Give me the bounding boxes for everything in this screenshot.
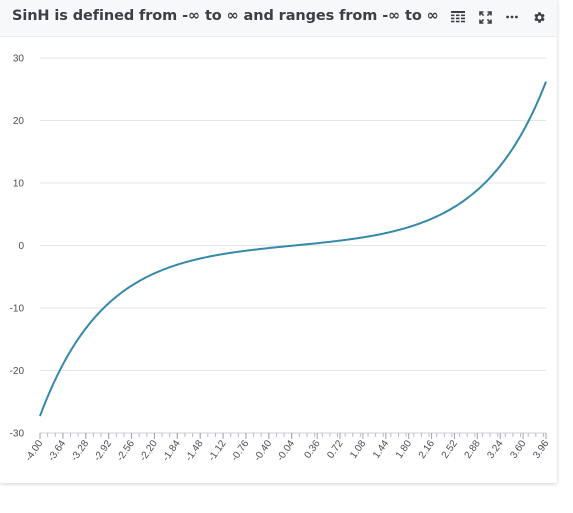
- chart-area: 30 20 10 0 -10 -20 -30 -4.00 -3.64 -3.28 -2.92 -2.…: [0, 37, 557, 483]
- y-tick-label: 0: [18, 241, 24, 252]
- sinh-data-point: [361, 235, 365, 239]
- x-tick-label: 2.52: [440, 438, 460, 461]
- x-tick-label: 1.44: [371, 438, 391, 461]
- sinh-data-point: [475, 188, 479, 192]
- sinh-data-point: [521, 129, 525, 133]
- sinh-data-point: [290, 244, 294, 248]
- x-tick-label: 3.96: [531, 438, 551, 461]
- fullscreen-icon[interactable]: [477, 9, 493, 25]
- x-tick-label: 3.24: [486, 438, 506, 461]
- more-options-icon[interactable]: [504, 9, 520, 25]
- sinh-data-point: [384, 231, 388, 235]
- sinh-data-point: [544, 80, 548, 84]
- sinh-data-point: [221, 252, 225, 256]
- sinh-data-point: [430, 217, 434, 221]
- x-tick-label: -0.04: [275, 438, 297, 463]
- sinh-data-point: [175, 263, 179, 267]
- x-tick-label: -1.12: [206, 438, 228, 463]
- sinh-data-point: [267, 246, 271, 250]
- sinh-data-point: [38, 414, 42, 418]
- sinh-data-point: [107, 301, 111, 305]
- y-tick-label: -10: [10, 304, 25, 315]
- x-tick-label: -3.64: [46, 438, 68, 463]
- x-tick-label: -0.76: [229, 438, 251, 463]
- y-tick-label: -20: [10, 366, 25, 377]
- x-tick-label: -0.40: [252, 438, 274, 463]
- sinh-data-point: [198, 257, 202, 261]
- sinh-data-point: [338, 239, 342, 243]
- y-tick-label: 20: [13, 116, 25, 127]
- x-tick-label: -4.00: [23, 438, 45, 463]
- sinh-data-point: [84, 326, 88, 330]
- x-tick-label: -1.84: [161, 438, 183, 463]
- chart-title: SinH is defined from -∞ to ∞ and ranges …: [12, 8, 439, 24]
- x-tick-label: 2.16: [417, 438, 437, 461]
- x-tick-label: -3.28: [69, 438, 91, 463]
- settings-gear-icon[interactable]: [531, 9, 547, 25]
- x-tick-label: 1.08: [348, 438, 368, 461]
- x-tick-label: 1.80: [394, 438, 414, 461]
- sinh-data-point: [498, 164, 502, 168]
- x-tick-label: -1.48: [184, 438, 206, 463]
- sinh-data-point: [244, 249, 248, 253]
- sinh-data-point: [152, 271, 156, 275]
- x-tick-label: 0.36: [302, 438, 322, 461]
- x-tick-label: -2.56: [115, 438, 137, 463]
- y-tick-label: -30: [10, 429, 25, 440]
- sinh-data-point: [315, 241, 319, 245]
- x-tick-label: 3.60: [508, 438, 528, 461]
- chart-card: SinH is defined from -∞ to ∞ and ranges …: [0, 0, 557, 483]
- sinh-data-point: [452, 205, 456, 209]
- x-tick-label: 2.88: [463, 438, 483, 461]
- table-view-icon[interactable]: [450, 9, 466, 25]
- y-tick-label: 10: [13, 179, 25, 190]
- x-tick-label: -2.20: [138, 438, 160, 463]
- chart-header: SinH is defined from -∞ to ∞ and ranges …: [0, 0, 557, 37]
- sinh-data-point: [407, 225, 411, 229]
- sinh-data-point: [130, 284, 134, 288]
- sinh-data-point: [61, 363, 65, 367]
- sinh-series-line: [39, 81, 547, 417]
- y-tick-label: 30: [13, 54, 25, 65]
- x-tick-label: 0.72: [325, 438, 345, 461]
- chart-toolbar: [450, 9, 547, 25]
- x-tick-label: -2.92: [92, 438, 114, 463]
